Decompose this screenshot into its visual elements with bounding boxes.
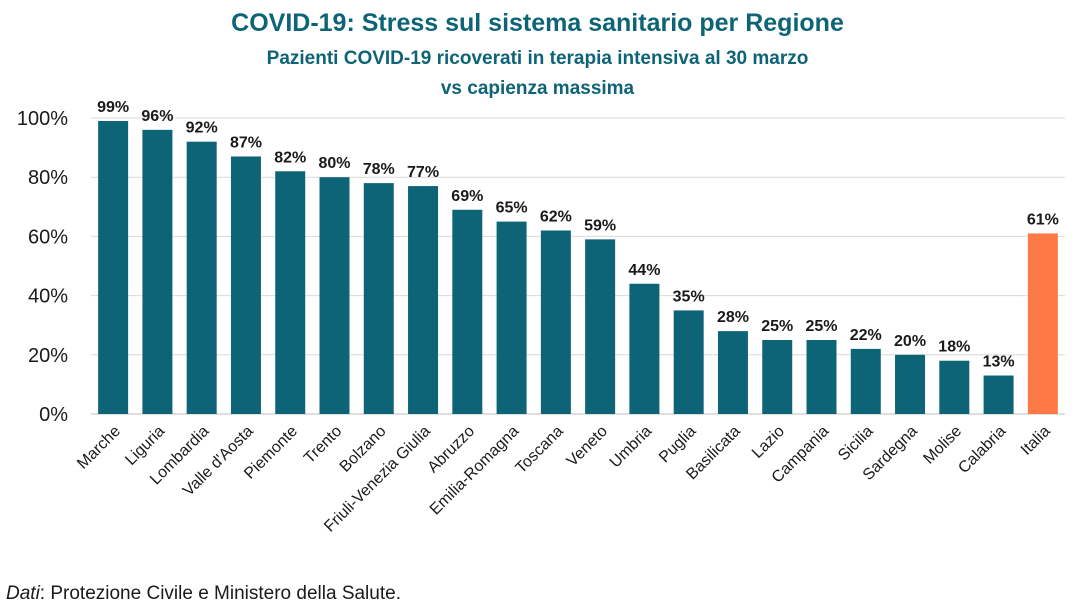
x-tick-label: Puglia <box>656 423 700 467</box>
data-label: 59% <box>584 217 616 234</box>
x-tick-label: Veneto <box>564 423 611 470</box>
data-label: 69% <box>451 188 483 205</box>
data-label: 13% <box>983 354 1015 371</box>
x-tick-label: Italia <box>1018 423 1054 459</box>
data-label: 77% <box>407 164 439 181</box>
data-label: 78% <box>363 161 395 178</box>
bar <box>806 340 837 414</box>
bar <box>142 129 173 414</box>
bar <box>983 375 1014 414</box>
bar <box>496 221 527 414</box>
y-tick-label: 80% <box>28 167 68 189</box>
data-label: 35% <box>673 288 705 305</box>
data-label: 92% <box>186 120 218 137</box>
bar <box>585 239 616 414</box>
bar <box>762 340 793 414</box>
data-label: 25% <box>761 318 793 335</box>
data-label: 28% <box>717 309 749 326</box>
bar <box>408 186 439 414</box>
bar <box>850 348 881 414</box>
x-tick-label: Umbria <box>607 423 656 472</box>
data-label: 96% <box>141 108 173 125</box>
bar <box>895 354 926 414</box>
bar <box>673 310 704 414</box>
bar <box>98 120 129 415</box>
data-label: 18% <box>938 339 970 356</box>
y-tick-label: 20% <box>28 345 68 367</box>
bar <box>275 171 306 414</box>
data-label: 87% <box>230 134 262 151</box>
chart-title: COVID-19: Stress sul sistema sanitario p… <box>231 9 844 37</box>
bar <box>540 230 571 414</box>
source-label: Dati <box>6 583 40 604</box>
chart-subtitle: Pazienti COVID-19 ricoverati in terapia … <box>266 48 809 99</box>
x-tick-label: Calabria <box>955 423 1009 477</box>
x-tick-label: Lazio <box>749 423 788 462</box>
data-label: 61% <box>1027 211 1059 228</box>
data-label: 80% <box>318 155 350 172</box>
x-tick-label: Toscana <box>513 423 567 477</box>
bar <box>230 156 261 415</box>
bar <box>629 283 660 414</box>
data-label: 44% <box>628 262 660 279</box>
y-tick-label: 0% <box>39 404 68 426</box>
source-note: Dati: Protezione Civile e Ministero dell… <box>6 583 401 605</box>
x-tick-label: Sicilia <box>835 423 877 465</box>
y-tick-label: 60% <box>28 226 68 248</box>
data-label: 65% <box>496 200 528 217</box>
bar <box>319 177 350 414</box>
bar <box>363 183 394 414</box>
x-tick-label: Marche <box>74 423 124 473</box>
y-tick-label: 40% <box>28 286 68 308</box>
data-label: 82% <box>274 149 306 166</box>
bar <box>717 331 748 414</box>
bar <box>452 209 483 414</box>
data-label: 99% <box>97 99 129 116</box>
source-text: : Protezione Civile e Ministero della Sa… <box>39 583 401 604</box>
y-tick-label: 100% <box>17 108 68 130</box>
bar <box>1027 233 1058 414</box>
bar <box>939 360 970 414</box>
data-label: 62% <box>540 208 572 225</box>
data-label: 25% <box>805 318 837 335</box>
data-label: 20% <box>894 333 926 350</box>
data-label: 22% <box>850 327 882 344</box>
bar <box>186 141 217 414</box>
